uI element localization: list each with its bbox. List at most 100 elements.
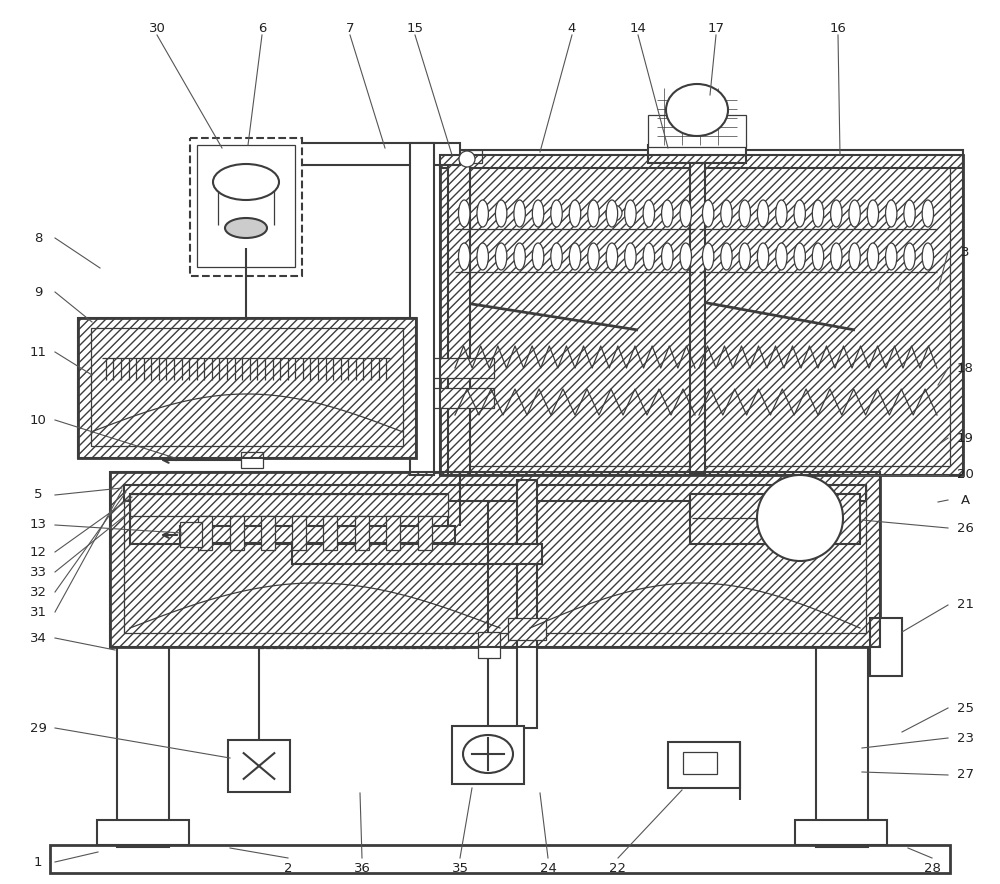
Bar: [440, 155, 963, 475]
Bar: [241, 452, 263, 468]
Ellipse shape: [459, 243, 470, 270]
Ellipse shape: [794, 243, 805, 270]
Bar: [130, 494, 448, 516]
Bar: [91, 328, 403, 446]
Ellipse shape: [739, 200, 750, 227]
Bar: [197, 145, 295, 267]
Ellipse shape: [463, 735, 513, 773]
Text: 14: 14: [630, 21, 646, 34]
Bar: [668, 742, 740, 788]
Ellipse shape: [904, 243, 915, 270]
Text: 34: 34: [30, 631, 46, 644]
Ellipse shape: [643, 200, 655, 227]
Ellipse shape: [757, 200, 769, 227]
Text: 33: 33: [30, 566, 46, 578]
Bar: [440, 150, 963, 168]
Text: 12: 12: [30, 545, 46, 559]
Bar: [110, 472, 880, 647]
Ellipse shape: [721, 200, 732, 227]
Text: 32: 32: [30, 585, 46, 598]
Ellipse shape: [831, 200, 842, 227]
Bar: [648, 115, 746, 147]
Text: 15: 15: [406, 21, 424, 34]
Text: 27: 27: [956, 768, 974, 781]
Bar: [228, 740, 290, 792]
Text: 22: 22: [610, 862, 626, 874]
Ellipse shape: [721, 243, 732, 270]
Ellipse shape: [643, 243, 655, 270]
Bar: [130, 494, 448, 544]
Bar: [426, 388, 494, 408]
Bar: [508, 618, 546, 640]
Text: 18: 18: [957, 362, 973, 375]
Ellipse shape: [551, 200, 562, 227]
Ellipse shape: [904, 200, 915, 227]
Bar: [97, 820, 189, 845]
Ellipse shape: [514, 243, 525, 270]
Ellipse shape: [662, 200, 673, 227]
Ellipse shape: [606, 243, 618, 270]
Ellipse shape: [625, 200, 636, 227]
Text: 1: 1: [34, 856, 42, 868]
Ellipse shape: [757, 243, 769, 270]
Ellipse shape: [886, 200, 897, 227]
Text: 21: 21: [956, 598, 974, 612]
Ellipse shape: [702, 243, 714, 270]
Ellipse shape: [588, 200, 599, 227]
Circle shape: [757, 475, 843, 561]
Bar: [234, 338, 258, 356]
Bar: [110, 472, 880, 647]
Bar: [180, 526, 455, 543]
Text: 8: 8: [34, 232, 42, 245]
Bar: [426, 358, 494, 378]
Bar: [453, 163, 950, 466]
Bar: [124, 485, 866, 501]
Bar: [478, 632, 500, 658]
Ellipse shape: [812, 200, 824, 227]
Bar: [690, 494, 860, 544]
Ellipse shape: [886, 243, 897, 270]
Text: 6: 6: [258, 21, 266, 34]
Ellipse shape: [666, 84, 728, 136]
Ellipse shape: [922, 243, 934, 270]
Text: 2: 2: [284, 862, 292, 874]
Bar: [690, 163, 705, 473]
Bar: [386, 516, 400, 550]
Bar: [78, 318, 416, 458]
Bar: [230, 516, 244, 550]
Ellipse shape: [495, 200, 507, 227]
Bar: [452, 726, 524, 784]
Text: 24: 24: [540, 862, 556, 874]
Ellipse shape: [569, 200, 581, 227]
Text: 5: 5: [34, 489, 42, 501]
Ellipse shape: [477, 243, 488, 270]
Text: 19: 19: [957, 431, 973, 445]
Bar: [816, 645, 868, 847]
Ellipse shape: [922, 200, 934, 227]
Text: 31: 31: [30, 606, 46, 619]
Bar: [648, 145, 746, 163]
Bar: [78, 318, 416, 458]
Text: 13: 13: [30, 519, 46, 531]
Text: 20: 20: [957, 469, 973, 482]
Ellipse shape: [459, 200, 470, 227]
Text: A: A: [960, 493, 970, 507]
Ellipse shape: [849, 243, 860, 270]
Bar: [683, 752, 717, 774]
Ellipse shape: [776, 243, 787, 270]
Ellipse shape: [776, 200, 787, 227]
Ellipse shape: [514, 200, 525, 227]
Ellipse shape: [812, 243, 824, 270]
Ellipse shape: [702, 200, 714, 227]
Bar: [292, 544, 542, 564]
Bar: [295, 143, 460, 165]
Bar: [124, 485, 866, 633]
Bar: [517, 480, 537, 728]
Text: 9: 9: [34, 286, 42, 299]
Text: 17: 17: [708, 21, 724, 34]
Bar: [292, 516, 306, 550]
Text: 23: 23: [956, 731, 974, 744]
Text: 36: 36: [354, 862, 370, 874]
Ellipse shape: [213, 164, 279, 200]
Circle shape: [459, 151, 475, 167]
